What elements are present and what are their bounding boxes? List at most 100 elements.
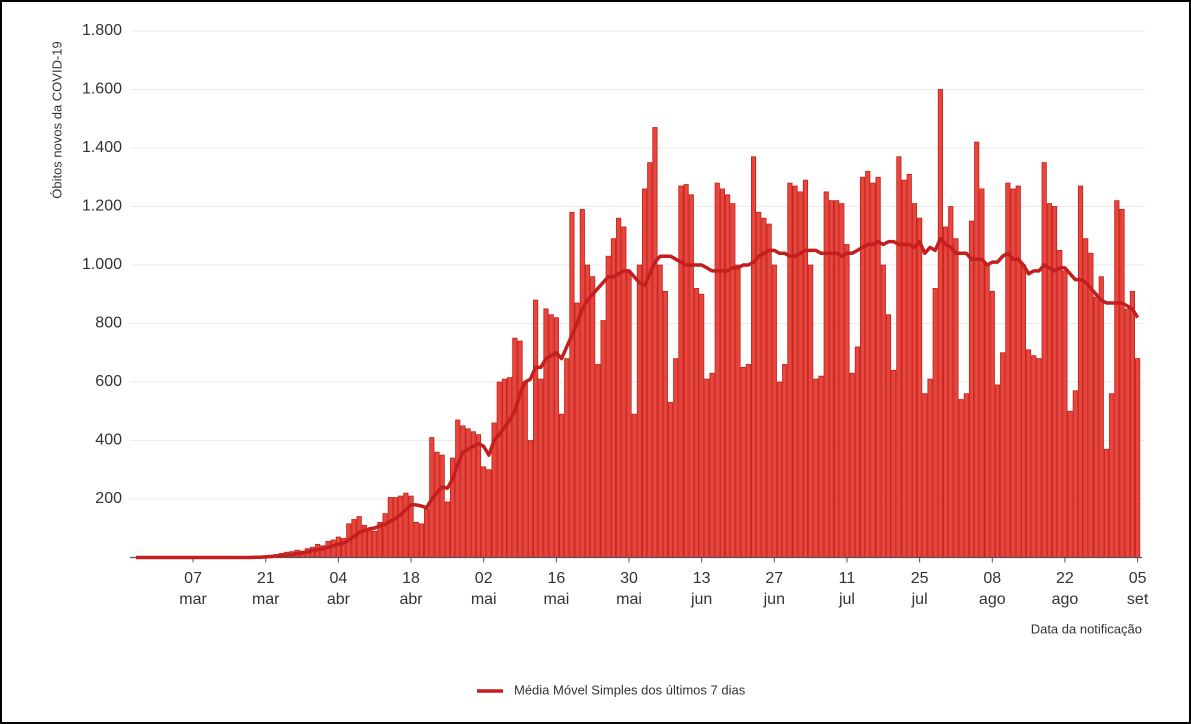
x-tick-label: 22 ago [1051,570,1079,608]
bar [584,264,591,558]
bar [621,226,627,558]
bar [787,182,793,558]
bar [439,454,445,558]
bar [636,264,642,558]
bar [844,244,850,558]
bar [1051,206,1058,558]
bar [922,393,928,558]
bar [994,384,1001,558]
bar [797,191,803,558]
bar [745,364,751,558]
bar [859,176,866,558]
bar [522,381,528,558]
bar [979,188,985,558]
bar [1020,264,1027,558]
bar [808,264,814,558]
bar [517,340,523,558]
bar [486,469,492,558]
bar [460,425,466,558]
bar [725,194,731,558]
bar [1098,276,1104,558]
legend-label: Média Móvel Simples dos últimos 7 dias [514,682,746,697]
bar [1026,349,1032,558]
bar [1103,448,1110,558]
bar [683,184,689,558]
bar [475,434,482,558]
bar [387,497,393,558]
bar [1041,162,1047,558]
x-tick-label: 30 mai [616,570,642,608]
bar [968,220,975,558]
bar [418,523,425,558]
bar [1119,209,1125,558]
bar [616,217,622,558]
bar [974,141,980,558]
bar [1015,185,1021,558]
bar [906,173,912,558]
bar [719,188,726,558]
bar [558,413,565,558]
bar [1135,358,1141,558]
bar [657,264,663,558]
bar [1124,308,1130,558]
y-tick-label: 400 [95,432,122,449]
x-tick-label: 27 jun [763,570,785,608]
bar [1077,185,1084,558]
bar [818,375,824,558]
bar [564,358,570,558]
bar [927,378,933,558]
bar [782,364,788,558]
bar [579,209,585,558]
bar [595,364,601,558]
x-axis-label: Data da notificação [1031,621,1142,636]
bar [771,264,777,558]
bar [854,346,860,558]
bar [600,320,606,558]
bar [937,89,943,558]
bar [1031,355,1037,558]
bar [569,211,575,558]
bar [1072,390,1078,558]
bar [989,290,995,558]
bar [709,372,715,558]
bar [496,381,502,558]
bar [714,182,720,558]
bar [932,287,938,558]
bar [1114,200,1120,558]
bar [896,156,902,558]
y-tick-label: 1.200 [82,198,122,215]
bar [693,287,700,558]
bar [875,176,881,558]
bar [901,179,907,558]
x-tick-label: 05 set [1126,570,1149,608]
bar [398,495,404,558]
bar [849,372,855,558]
bar [792,185,798,558]
bar [356,516,362,558]
bar [512,337,518,558]
bar [507,377,513,558]
bar [403,492,409,558]
x-tick-label: 07 mar [179,570,207,608]
y-tick-label: 1.000 [82,256,122,273]
bar [538,378,544,558]
y-tick-label: 1.800 [82,22,122,39]
bar [673,358,679,558]
y-tick-label: 600 [95,373,122,390]
y-axis-label: Óbitos novos da COVID-19 [49,41,64,199]
bar [382,513,388,558]
bar [963,393,969,558]
bar [392,497,399,558]
bar [688,194,694,558]
bar [631,413,637,558]
bar [1046,203,1052,558]
bar [652,127,658,558]
bar [372,530,378,558]
bar [1093,296,1099,558]
bar [366,527,373,558]
moving-average-line [136,236,1140,560]
bar [730,203,736,558]
bar [943,226,949,558]
x-tick-label: 13 jun [690,570,713,608]
